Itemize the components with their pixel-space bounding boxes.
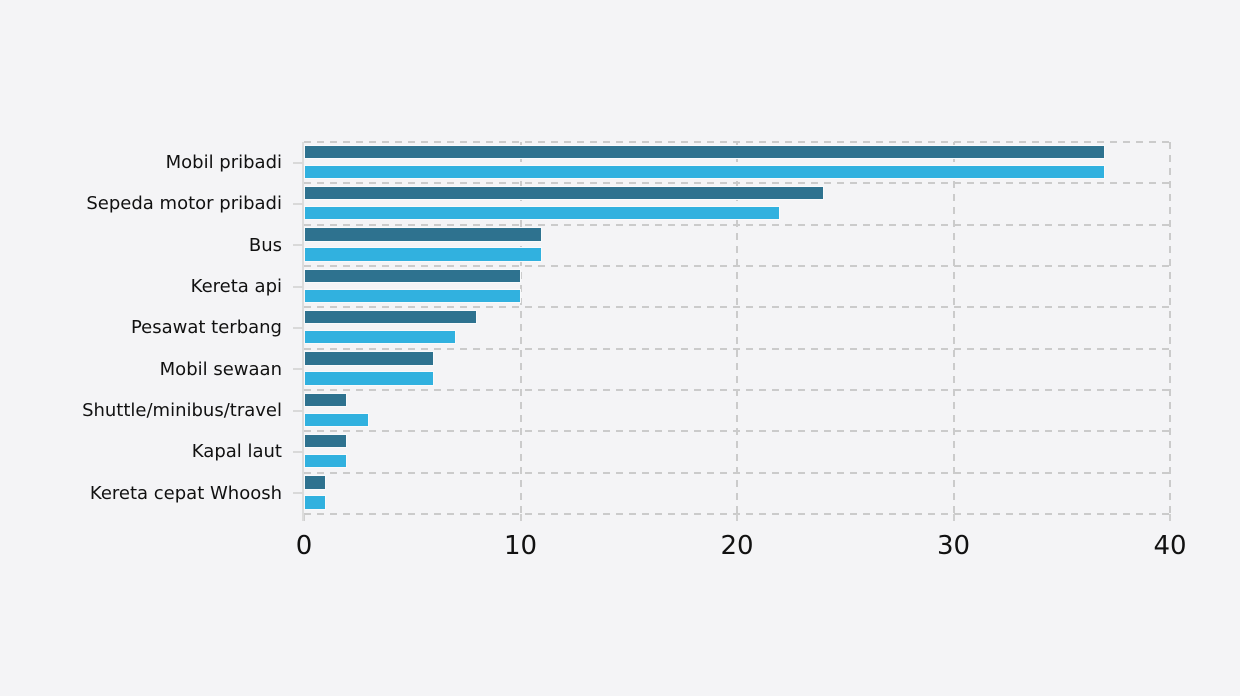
y-axis-tick-mark xyxy=(293,451,303,453)
y-axis-line xyxy=(302,142,304,521)
x-axis-tick-label: 20 xyxy=(720,531,754,561)
gridline-vertical xyxy=(519,142,522,514)
y-axis-tick-mark xyxy=(293,203,303,205)
bar-series-1 xyxy=(304,268,521,283)
gridline-vertical xyxy=(736,142,738,514)
x-axis-tick-mark xyxy=(736,514,738,521)
bar-series-1 xyxy=(304,309,478,325)
bar-series-2 xyxy=(304,371,434,386)
y-axis-tick-mark xyxy=(293,409,303,412)
category-label: Kereta api xyxy=(190,276,282,298)
bar-series-1 xyxy=(304,227,543,242)
x-axis-tick-mark xyxy=(303,514,305,521)
y-axis-tick-mark xyxy=(293,244,303,247)
bar-series-1 xyxy=(304,144,1106,159)
bar-series-2 xyxy=(304,453,348,469)
bar-series-1 xyxy=(304,185,824,201)
category-label: Kapal laut xyxy=(191,441,282,463)
bar-series-2 xyxy=(304,164,1106,179)
x-axis-tick-label: 40 xyxy=(1153,531,1187,561)
category-label: Shuttle/minibus/travel xyxy=(82,400,282,422)
y-axis-tick-mark xyxy=(293,327,303,329)
category-label: Mobil sewaan xyxy=(159,358,282,380)
x-axis-tick-mark xyxy=(952,514,955,521)
bar-series-2 xyxy=(304,205,781,221)
bar-series-1 xyxy=(304,351,434,366)
bar-series-1 xyxy=(304,475,326,490)
y-axis-tick-mark xyxy=(293,161,303,164)
category-label: Kereta cepat Whoosh xyxy=(89,482,282,504)
gridline-vertical xyxy=(1169,142,1171,514)
x-axis-tick-label: 0 xyxy=(295,531,313,561)
y-axis-tick-mark xyxy=(293,285,303,288)
x-axis-tick-label: 10 xyxy=(503,531,538,561)
x-axis-tick-label: 30 xyxy=(936,531,971,561)
x-axis-tick-mark xyxy=(1169,514,1171,521)
bar-series-1 xyxy=(304,433,348,449)
category-label: Bus xyxy=(248,234,282,256)
category-label: Mobil pribadi xyxy=(165,152,282,174)
bar-series-2 xyxy=(304,495,326,510)
x-axis-tick-mark xyxy=(519,514,522,521)
category-label: Sepeda motor pribadi xyxy=(86,193,282,215)
bar-series-1 xyxy=(304,392,348,407)
y-axis-tick-mark xyxy=(293,492,303,495)
bar-series-2 xyxy=(304,288,521,303)
category-label: Pesawat terbang xyxy=(130,317,282,339)
bar-series-2 xyxy=(304,412,369,427)
y-axis-tick-mark xyxy=(293,368,303,371)
bar-series-2 xyxy=(304,247,543,262)
gridline-vertical xyxy=(952,142,955,514)
bar-series-2 xyxy=(304,329,456,345)
